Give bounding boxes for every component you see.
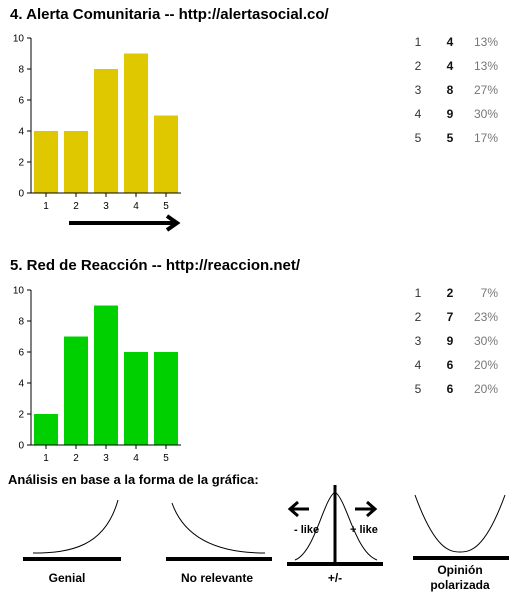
minus-like-label: - like [294,524,320,536]
stats-percentage: 23% [473,310,498,324]
x-tick-label: 4 [133,201,139,212]
y-tick-label: 6 [18,96,24,107]
y-tick-label: 2 [18,158,24,169]
bar [64,131,88,193]
y-tick-label: 10 [13,34,25,45]
stats-value: 2 [446,286,454,300]
bar [94,305,118,445]
analysis-title: Análisis en base a la forma de la gráfic… [8,472,259,487]
arrow-left-icon [287,500,309,518]
arrow-right-icon [355,500,378,518]
shape-label-no-relevante: No relevante [180,571,254,585]
y-tick-label: 2 [18,410,24,421]
stats-category: 2 [414,59,422,73]
x-tick-label: 1 [43,201,49,212]
y-tick-label: 4 [18,379,24,390]
stats-percentage: 17% [473,131,498,145]
stats-category: 4 [414,107,422,121]
stats-category: 1 [414,286,422,300]
u-curve-icon [413,494,509,560]
x-tick-label: 4 [133,453,139,464]
stats-category: 4 [414,358,422,372]
x-tick-label: 5 [163,453,169,464]
x-tick-label: 2 [73,201,79,212]
bar [34,414,58,445]
stats-percentage: 30% [473,107,498,121]
x-tick-label: 3 [103,453,109,464]
shape-label-polarizada: polarizada [430,578,490,592]
y-tick-label: 10 [13,286,25,297]
bar [64,336,88,445]
stats-value: 6 [446,358,454,372]
y-tick-label: 0 [18,189,24,200]
plus-like-label: + like [350,524,378,536]
x-tick-label: 2 [73,453,79,464]
x-tick-label: 3 [103,201,109,212]
stats-value: 9 [446,334,454,348]
stats-category: 3 [414,334,422,348]
bar [124,352,148,445]
rising-curve-icon [23,499,121,561]
bar [34,131,58,193]
chart-1-title: 4. Alerta Comunitaria -- http://alertaso… [10,6,329,23]
bar [154,115,178,193]
stats-value: 8 [446,83,454,97]
arrow-right-icon [69,214,181,232]
stats-category: 2 [414,310,422,324]
stats-percentage: 13% [473,59,498,73]
stats-value: 4 [446,35,454,49]
stats-value: 9 [446,107,454,121]
shape-label-plus-minus: +/- [327,571,343,585]
bar [124,53,148,193]
stats-percentage: 13% [473,35,498,49]
stats-value: 4 [446,59,454,73]
falling-curve-icon [166,502,272,561]
bell-curve-icon [287,485,383,566]
shape-label-genial: Genial [48,571,86,585]
stats-category: 3 [414,83,422,97]
x-tick-label: 1 [43,453,49,464]
chart-2-title: 5. Red de Reacción -- http://reaccion.ne… [10,257,301,274]
shape-label-opinion: Opinión [437,563,483,577]
y-tick-label: 8 [18,65,24,76]
stats-percentage: 30% [473,334,498,348]
bar [94,69,118,193]
stats-category: 1 [414,35,422,49]
y-tick-label: 8 [18,317,24,328]
stats-category: 5 [414,131,422,145]
stats-percentage: 27% [473,83,498,97]
stats-value: 7 [446,310,454,324]
bar [154,352,178,445]
stats-percentage: 7% [480,286,498,300]
stats-value: 5 [446,131,454,145]
y-tick-label: 6 [18,348,24,359]
stats-percentage: 20% [473,382,498,396]
y-tick-label: 0 [18,441,24,452]
y-tick-label: 4 [18,127,24,138]
stats-percentage: 20% [473,358,498,372]
x-tick-label: 5 [163,201,169,212]
stats-category: 5 [414,382,422,396]
stats-value: 6 [446,382,454,396]
